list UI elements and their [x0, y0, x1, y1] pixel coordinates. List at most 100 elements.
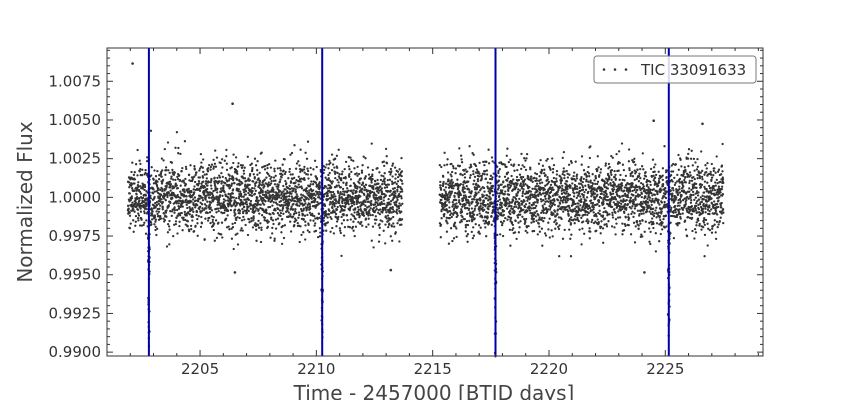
data-point: [558, 224, 561, 227]
data-point: [454, 172, 457, 175]
data-point: [207, 193, 210, 196]
data-point: [171, 178, 175, 181]
data-point: [626, 194, 629, 197]
data-point: [480, 187, 483, 190]
data-point: [676, 173, 679, 177]
data-point: [518, 197, 521, 201]
data-point: [313, 159, 317, 162]
data-point: [647, 204, 651, 207]
data-point: [161, 206, 164, 209]
data-point: [601, 188, 604, 191]
data-point: [276, 217, 280, 220]
data-point: [525, 190, 528, 193]
data-point: [661, 178, 664, 182]
data-point: [214, 165, 218, 168]
data-point: [277, 196, 281, 199]
data-point: [443, 194, 446, 197]
data-point: [451, 205, 454, 208]
data-point: [356, 174, 359, 177]
data-point: [295, 193, 298, 196]
data-point: [247, 198, 251, 202]
data-point: [396, 190, 399, 193]
data-point: [582, 205, 585, 208]
data-point: [134, 199, 137, 202]
data-point: [196, 222, 199, 225]
data-point: [647, 194, 650, 197]
data-point: [391, 208, 395, 211]
data-point: [175, 216, 178, 219]
data-point: [268, 194, 272, 197]
data-point: [136, 174, 139, 177]
data-point: [231, 192, 234, 195]
data-point: [624, 174, 628, 178]
data-point: [383, 164, 386, 168]
data-point: [210, 209, 214, 212]
data-point: [377, 240, 381, 243]
data-point: [556, 208, 559, 211]
data-point: [271, 226, 274, 230]
data-point: [603, 217, 607, 220]
data-point: [543, 208, 546, 211]
data-point: [287, 215, 291, 218]
data-point: [146, 156, 149, 159]
data-point: [477, 201, 480, 205]
data-point: [132, 230, 135, 233]
data-point: [448, 216, 451, 220]
data-point: [314, 217, 317, 220]
data-point: [500, 202, 504, 205]
data-point: [227, 205, 230, 208]
data-point: [560, 217, 563, 221]
data-point: [332, 195, 335, 198]
data-point: [159, 204, 162, 207]
data-point: [478, 212, 481, 215]
data-point: [565, 180, 569, 183]
data-point: [328, 184, 332, 187]
data-point: [450, 162, 453, 166]
data-point: [552, 188, 555, 191]
data-point: [568, 206, 571, 210]
data-point: [293, 217, 297, 220]
data-point: [593, 187, 596, 190]
data-point: [256, 173, 259, 176]
data-point: [201, 199, 205, 202]
data-point: [478, 161, 481, 165]
data-point: [353, 200, 356, 204]
data-point: [399, 173, 402, 176]
data-point: [646, 197, 649, 201]
data-point: [644, 195, 647, 199]
data-point: [607, 220, 610, 223]
data-point: [576, 205, 580, 208]
data-point: [473, 195, 476, 199]
data-point: [260, 226, 263, 229]
data-point: [506, 218, 509, 221]
data-point: [294, 190, 298, 193]
data-point: [169, 189, 172, 192]
data-point: [661, 167, 665, 170]
data-point: [580, 243, 583, 246]
data-point: [455, 202, 458, 205]
data-point: [575, 185, 579, 188]
data-point: [301, 169, 304, 173]
data-point: [291, 177, 294, 181]
data-point: [389, 203, 392, 206]
data-point: [543, 188, 546, 191]
data-point: [455, 235, 458, 239]
data-point: [217, 221, 220, 224]
data-point: [469, 212, 472, 216]
data-point: [649, 180, 652, 183]
data-point: [444, 200, 447, 204]
data-point: [201, 184, 204, 188]
data-point: [656, 212, 659, 216]
data-point: [477, 198, 480, 201]
data-point: [517, 178, 521, 182]
data-point: [534, 172, 537, 175]
data-point: [256, 224, 260, 227]
data-point: [399, 204, 402, 207]
data-point: [486, 187, 490, 190]
data-point: [176, 232, 179, 235]
data-point: [338, 194, 341, 197]
data-point: [634, 198, 637, 201]
data-point: [637, 174, 641, 178]
data-point: [508, 204, 511, 208]
data-point: [674, 198, 677, 201]
